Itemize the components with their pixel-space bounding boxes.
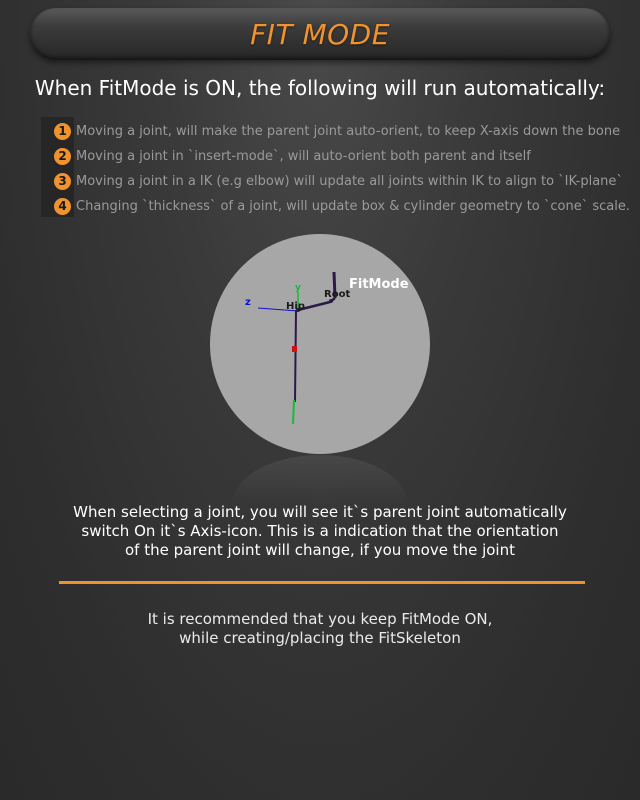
skeleton-viewport: z y Hip Root FitMode (210, 234, 430, 454)
list-item: 2 Moving a joint in `insert-mode`, will … (41, 142, 631, 167)
hip-label: Hip (286, 301, 305, 312)
list-item: 1 Moving a joint, will make the parent j… (41, 117, 631, 142)
bone-top (332, 271, 337, 299)
root-label: Root (324, 289, 350, 300)
recommendation-line: while creating/placing the FitSkeleton (179, 629, 461, 647)
hip-joint (296, 308, 300, 312)
description-line: When selecting a joint, you will see it`… (73, 503, 567, 521)
skeleton-illustration: z y Hip Root FitMode (245, 271, 409, 425)
divider (59, 581, 585, 584)
z-axis-label: z (245, 297, 251, 308)
fitmode-label: FitMode (349, 277, 409, 292)
step-number-badge: 1 (54, 123, 71, 140)
bone-root-hip (297, 300, 331, 312)
subtitle: When FitMode is ON, the following will r… (34, 76, 606, 100)
ankle-axis-line (292, 399, 295, 425)
viewport-reflection (232, 455, 408, 505)
step-number-badge: 3 (54, 173, 71, 190)
knee-joint-marker (292, 346, 297, 352)
list-item: 4 Changing `thickness` of a joint, will … (41, 192, 631, 217)
root-joint (329, 299, 333, 303)
page-title: FIT MODE (250, 18, 390, 51)
recommendation-text: It is recommended that you keep FitMode … (0, 610, 640, 648)
step-number-badge: 4 (54, 198, 71, 215)
z-axis-line (257, 307, 299, 312)
list-item: 3 Moving a joint in a IK (e.g elbow) wil… (41, 167, 631, 192)
step-text: Changing `thickness` of a joint, will up… (76, 199, 630, 214)
steps-list: 1 Moving a joint, will make the parent j… (41, 117, 631, 217)
step-text: Moving a joint in `insert-mode`, will au… (76, 149, 531, 164)
header-bar: FIT MODE (30, 8, 610, 60)
description-text: When selecting a joint, you will see it`… (0, 503, 640, 560)
step-text: Moving a joint, will make the parent joi… (76, 124, 621, 139)
step-text: Moving a joint in a IK (e.g elbow) will … (76, 174, 623, 189)
y-axis-label: y (295, 283, 301, 293)
step-number-badge: 2 (54, 148, 71, 165)
description-line: of the parent joint will change, if you … (125, 541, 515, 559)
description-line: switch On it`s Axis-icon. This is a indi… (81, 522, 559, 540)
bone-leg (294, 309, 297, 403)
recommendation-line: It is recommended that you keep FitMode … (147, 610, 493, 628)
